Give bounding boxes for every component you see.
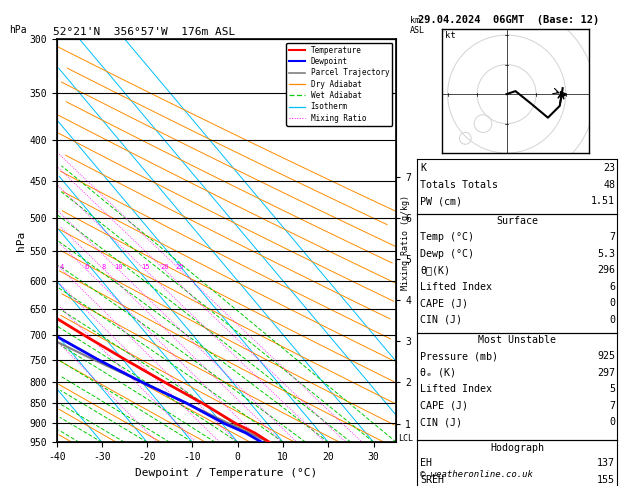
Text: © weatheronline.co.uk: © weatheronline.co.uk <box>420 469 532 479</box>
Text: 52°21'N  356°57'W  176m ASL: 52°21'N 356°57'W 176m ASL <box>53 27 235 37</box>
Y-axis label: hPa: hPa <box>16 230 26 251</box>
Text: Dewp (°C): Dewp (°C) <box>420 249 474 259</box>
Text: Lifted Index: Lifted Index <box>420 384 492 394</box>
Text: 137: 137 <box>597 458 615 469</box>
Text: CIN (J): CIN (J) <box>420 315 462 325</box>
Text: 0: 0 <box>609 417 615 427</box>
Text: 4: 4 <box>60 263 64 270</box>
Text: Most Unstable: Most Unstable <box>478 335 556 346</box>
Text: Temp (°C): Temp (°C) <box>420 232 474 242</box>
Text: 1.51: 1.51 <box>591 196 615 207</box>
Text: 297: 297 <box>597 367 615 378</box>
Text: 925: 925 <box>597 351 615 361</box>
Text: 6: 6 <box>609 282 615 292</box>
Text: 15: 15 <box>141 263 149 270</box>
X-axis label: Dewpoint / Temperature (°C): Dewpoint / Temperature (°C) <box>135 468 318 478</box>
Text: 23: 23 <box>603 163 615 174</box>
Text: 296: 296 <box>597 265 615 275</box>
Text: 6: 6 <box>84 263 89 270</box>
Text: θᴇ(K): θᴇ(K) <box>420 265 450 275</box>
Text: PW (cm): PW (cm) <box>420 196 462 207</box>
Text: SREH: SREH <box>420 475 444 485</box>
Text: CAPE (J): CAPE (J) <box>420 298 468 308</box>
Text: 5: 5 <box>609 384 615 394</box>
Text: LCL: LCL <box>399 434 413 443</box>
Text: Mixing Ratio (g/kg): Mixing Ratio (g/kg) <box>401 195 410 291</box>
Text: K: K <box>420 163 426 174</box>
Text: Hodograph: Hodograph <box>490 443 544 453</box>
Text: 48: 48 <box>603 180 615 190</box>
Text: 155: 155 <box>597 475 615 485</box>
Text: Lifted Index: Lifted Index <box>420 282 492 292</box>
Text: km
ASL: km ASL <box>410 16 425 35</box>
Text: 25: 25 <box>175 263 184 270</box>
Text: CAPE (J): CAPE (J) <box>420 400 468 411</box>
Text: 5.3: 5.3 <box>597 249 615 259</box>
Text: Surface: Surface <box>496 216 538 226</box>
Text: θₑ (K): θₑ (K) <box>420 367 456 378</box>
Text: kt: kt <box>445 31 455 40</box>
Text: 0: 0 <box>609 298 615 308</box>
Text: Pressure (mb): Pressure (mb) <box>420 351 498 361</box>
Text: 10: 10 <box>114 263 123 270</box>
Text: 29.04.2024  06GMT  (Base: 12): 29.04.2024 06GMT (Base: 12) <box>418 15 599 25</box>
Text: hPa: hPa <box>9 25 26 35</box>
Text: 20: 20 <box>160 263 169 270</box>
Text: 7: 7 <box>609 400 615 411</box>
Text: CIN (J): CIN (J) <box>420 417 462 427</box>
Text: Totals Totals: Totals Totals <box>420 180 498 190</box>
Text: 7: 7 <box>609 232 615 242</box>
Text: EH: EH <box>420 458 432 469</box>
Text: 0: 0 <box>609 315 615 325</box>
Text: 8: 8 <box>102 263 106 270</box>
Legend: Temperature, Dewpoint, Parcel Trajectory, Dry Adiabat, Wet Adiabat, Isotherm, Mi: Temperature, Dewpoint, Parcel Trajectory… <box>286 43 392 125</box>
